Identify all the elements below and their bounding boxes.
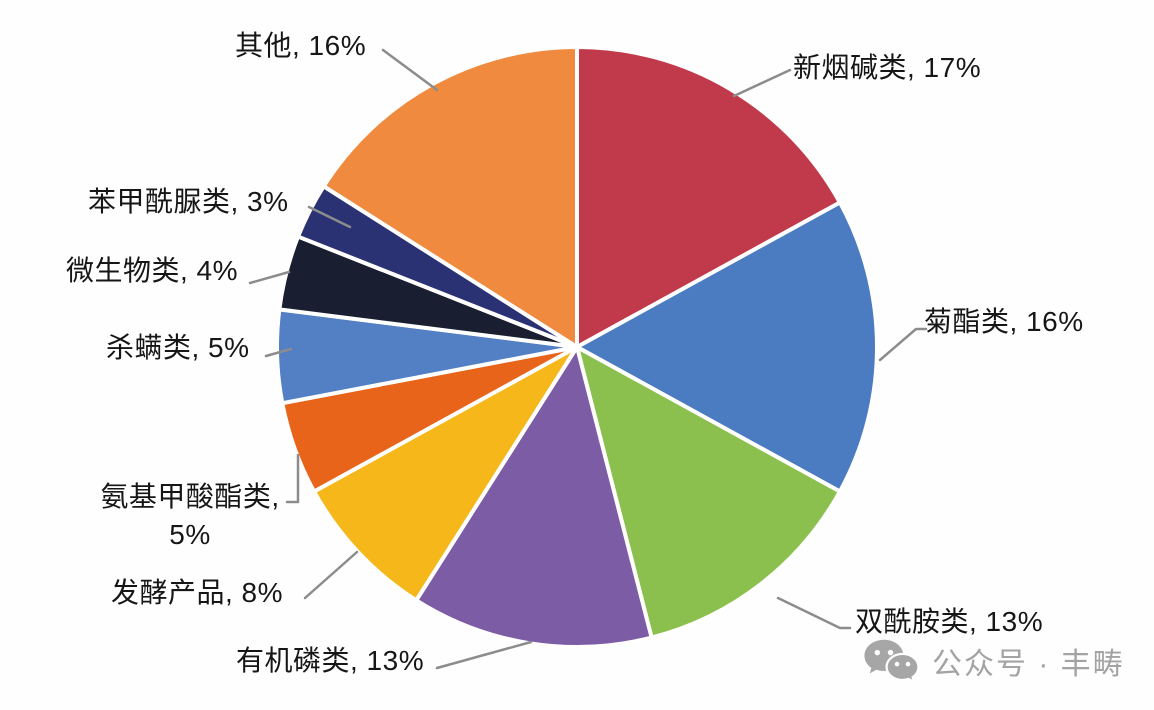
leader-lines [248,48,928,670]
pie-slice-发酵产品 [312,345,579,603]
watermark: 公众号 · 丰畴 [862,638,1125,684]
slice-label-neonicotinoid: 新烟碱类, 17% [793,52,982,83]
slice-label-benzoylurea: 苯甲酰脲类, 3% [88,186,289,217]
pie-slice-新烟碱类 [575,45,842,349]
wechat-icon [864,639,920,684]
slice-label-pyrethroid: 菊酯类, 16% [924,306,1084,337]
leader-line-other [381,48,439,92]
slice-label-carbamate: 氨基甲酸酯类, 5% [84,478,296,554]
leader-line-carbamate [285,453,300,504]
leader-line-diamide [776,596,852,630]
leader-line-organophos [435,640,533,670]
slice-label-fermentation: 发酵产品, 8% [111,577,284,608]
slice-label-diamide: 双酰胺类, 13% [855,606,1044,637]
leader-line-microbial [248,270,291,285]
pie-slice-其他 [321,45,579,349]
slice-label-organophosphate: 有机磷类, 13% [236,645,425,676]
slice-label-carbamate-line1: 氨基甲酸酯类, [100,481,280,512]
pie-slices [275,45,879,649]
leader-line-ferment [303,550,359,600]
leader-line-pyrethroid [878,327,928,362]
leader-line-benzoylurea [307,205,352,229]
leader-line-neonic [732,68,792,98]
slice-label-carbamate-line2: 5% [169,518,211,550]
slice-label-microbial: 微生物类, 4% [66,255,239,286]
slice-label-acaricide: 杀螨类, 5% [106,332,250,363]
slice-label-other: 其他, 16% [235,30,367,61]
pie-slice-双酰胺类 [575,345,842,640]
pie-slice-菊酯类 [575,200,879,494]
watermark-text: 公众号 · 丰畴 [932,648,1125,681]
leader-line-acaricide [264,347,293,358]
